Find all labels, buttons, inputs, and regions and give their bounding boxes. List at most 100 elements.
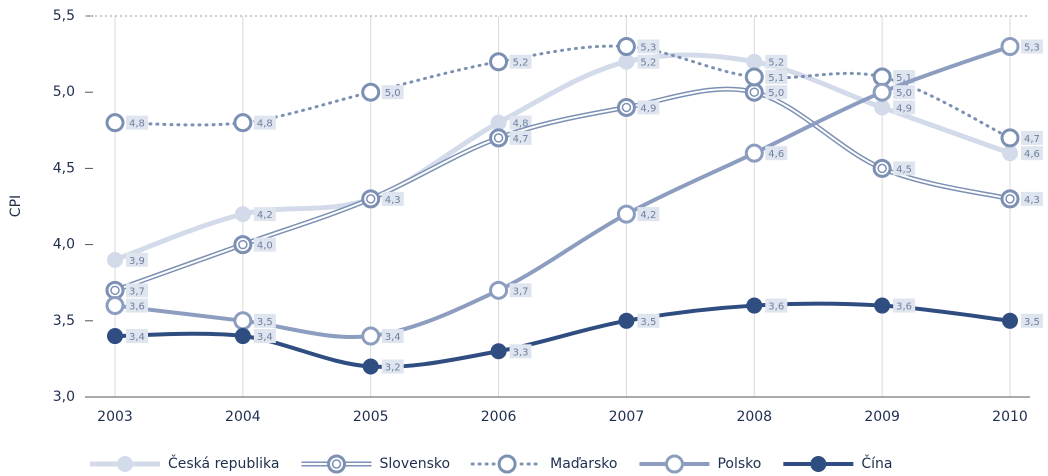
- value-label-bg: [509, 283, 532, 298]
- marker-ring: [110, 285, 120, 296]
- marker: [117, 456, 133, 472]
- value-label: 5,0: [768, 88, 784, 99]
- value-label-bg: [253, 313, 276, 328]
- value-label-bg: [381, 359, 404, 374]
- value-label-bg: [765, 298, 788, 313]
- value-label: 4,6: [768, 149, 784, 160]
- value-label-bg: [765, 69, 788, 84]
- marker: [1000, 36, 1020, 56]
- value-label: 5,2: [513, 58, 529, 69]
- value-label-bg: [637, 54, 660, 69]
- marker: [234, 328, 251, 345]
- marker: [744, 82, 764, 102]
- value-label: 3,5: [257, 317, 273, 328]
- value-label-bg: [765, 85, 788, 100]
- value-label-bg: [1021, 313, 1043, 328]
- marker: [616, 204, 636, 224]
- value-label: 5,3: [640, 42, 656, 53]
- value-label: 5,2: [640, 58, 656, 69]
- marker: [361, 82, 381, 102]
- value-label-bg: [893, 85, 916, 100]
- value-label: 3,6: [129, 302, 145, 313]
- x-tick-label: 2005: [353, 409, 389, 425]
- marker: [746, 53, 763, 70]
- marker: [874, 99, 891, 116]
- legend-item: Slovensko: [301, 454, 450, 474]
- value-label-bg: [253, 237, 276, 252]
- value-label-bg: [126, 252, 148, 267]
- value-label-bg: [765, 54, 788, 69]
- marker: [362, 358, 379, 375]
- marker: [497, 454, 517, 474]
- value-label-bg: [509, 344, 532, 359]
- value-label-bg: [253, 329, 276, 344]
- marker: [107, 251, 123, 268]
- marker: [618, 312, 635, 329]
- series: 3,4 3,4 3,2 3,3 3,5 3,6 3,6 3,5: [107, 297, 1043, 375]
- legend-label: Maďarsko: [550, 456, 617, 472]
- marker: [489, 52, 509, 72]
- y-tick-label: 3,0: [53, 389, 75, 405]
- marker: [105, 113, 125, 133]
- value-label: 4,3: [1024, 195, 1040, 206]
- y-tick-label: 3,5: [53, 313, 75, 329]
- value-label: 3,4: [257, 332, 273, 343]
- value-label: 4,7: [1024, 134, 1040, 145]
- value-label: 4,9: [896, 103, 912, 114]
- marker-ring: [877, 163, 887, 174]
- marker: [105, 280, 125, 300]
- marker-ring: [1005, 194, 1015, 204]
- marker: [872, 67, 892, 87]
- marker: [1000, 128, 1020, 148]
- legend-label: Polsko: [717, 456, 761, 472]
- value-label-bg: [893, 161, 916, 176]
- series: 3,7 4,0 4,3 4,7 4,9 5,0 4,5 4,3: [105, 82, 1043, 300]
- value-label-bg: [637, 313, 660, 328]
- marker: [234, 206, 251, 223]
- value-label: 4,3: [385, 195, 401, 206]
- value-label-bg: [893, 100, 916, 115]
- marker: [490, 343, 507, 360]
- marker-ring: [238, 239, 248, 250]
- value-label-bg: [126, 115, 148, 130]
- marker: [233, 235, 253, 255]
- value-label-bg: [381, 85, 404, 100]
- value-label: 3,5: [1024, 317, 1040, 328]
- value-label: 4,2: [640, 210, 656, 221]
- marker-ring: [493, 133, 504, 143]
- marker: [744, 143, 764, 163]
- value-label-bg: [509, 130, 532, 145]
- value-label-bg: [126, 298, 148, 313]
- x-tick-label: 2004: [225, 409, 261, 425]
- y-tick-label: 5,0: [53, 84, 75, 100]
- marker: [872, 82, 892, 102]
- marker: [744, 67, 764, 87]
- value-label: 5,0: [385, 88, 401, 99]
- value-label: 4,7: [513, 134, 529, 145]
- value-label-bg: [381, 191, 404, 206]
- marker: [616, 97, 636, 117]
- value-label: 4,5: [896, 164, 912, 175]
- value-label-bg: [1021, 130, 1043, 145]
- marker: [489, 280, 509, 300]
- value-label: 5,0: [896, 88, 912, 99]
- value-label: 3,9: [129, 256, 145, 267]
- legend-item: Čína: [783, 454, 892, 472]
- value-label: 3,3: [513, 347, 529, 358]
- value-label-bg: [126, 329, 148, 344]
- legend-item: Polsko: [639, 454, 761, 474]
- marker: [490, 114, 507, 131]
- marker: [233, 311, 253, 331]
- value-label-bg: [253, 207, 276, 222]
- marker-ring: [749, 87, 760, 97]
- value-label-bg: [637, 207, 660, 222]
- x-tick-label: 2008: [736, 409, 772, 425]
- marker: [1002, 312, 1018, 329]
- value-label: 3,7: [513, 286, 529, 297]
- y-tick-label: 4,5: [53, 160, 75, 176]
- marker: [107, 328, 123, 345]
- value-label: 4,0: [257, 241, 273, 252]
- marker: [874, 297, 891, 314]
- value-label: 4,9: [640, 103, 656, 114]
- value-label: 5,3: [1024, 42, 1040, 53]
